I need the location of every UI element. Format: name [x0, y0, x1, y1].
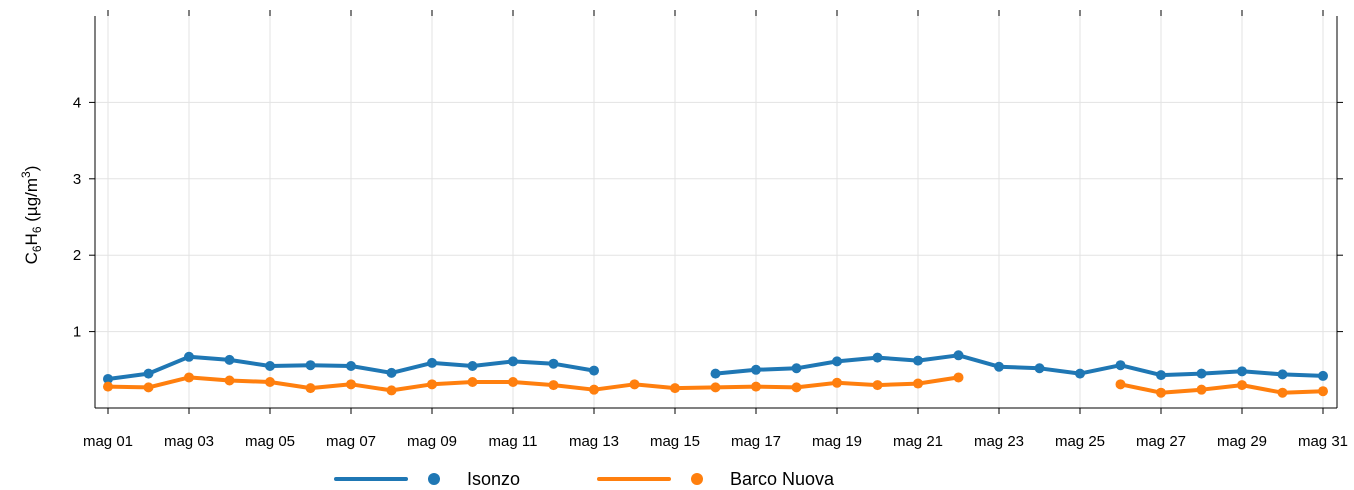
data-point-barco-nuova [791, 382, 802, 393]
data-point-barco-nuova [710, 382, 721, 393]
x-tick-label: mag 23 [974, 433, 1024, 450]
data-point-barco-nuova [548, 380, 559, 391]
axes [89, 10, 1343, 414]
data-point-isonzo [1156, 370, 1166, 381]
data-point-isonzo [791, 363, 802, 374]
data-point-barco-nuova [143, 382, 154, 393]
data-point-isonzo [589, 365, 599, 376]
x-tick-label: mag 13 [569, 433, 619, 450]
x-tick-label: mag 05 [245, 433, 295, 450]
data-point-barco-nuova [629, 379, 640, 390]
x-tick-label: mag 01 [83, 433, 133, 450]
data-point-isonzo [1115, 360, 1126, 371]
series-line-isonzo [713, 353, 1325, 378]
data-point-barco-nuova [751, 381, 761, 392]
y-tick-label: 2 [73, 247, 81, 264]
x-tick-label: mag 25 [1055, 433, 1105, 450]
data-point-isonzo [1196, 368, 1207, 379]
data-point-isonzo [994, 361, 1004, 372]
x-tick-label: mag 03 [164, 433, 214, 450]
data-point-barco-nuova [832, 377, 842, 388]
x-tick-label: mag 19 [812, 433, 862, 450]
data-point-barco-nuova [1196, 384, 1207, 395]
data-point-isonzo [710, 368, 721, 379]
series-layer [103, 350, 1328, 398]
x-tick-label: mag 09 [407, 433, 457, 450]
data-point-isonzo [872, 352, 883, 363]
data-point-isonzo [467, 360, 478, 371]
data-point-isonzo [386, 367, 397, 378]
y-axis-label: C6H6 (µg/m3) [19, 166, 44, 265]
data-point-isonzo [305, 360, 316, 371]
data-point-isonzo [508, 356, 518, 367]
x-tick-label: mag 17 [731, 433, 781, 450]
data-point-isonzo [265, 360, 275, 371]
series-line-barco-nuova [1118, 382, 1325, 395]
data-point-barco-nuova [1237, 380, 1247, 391]
data-point-barco-nuova [386, 385, 397, 396]
x-tick-label: mag 15 [650, 433, 700, 450]
x-tick-label: mag 29 [1217, 433, 1267, 450]
data-point-isonzo [913, 355, 923, 366]
data-point-barco-nuova [346, 379, 356, 390]
data-point-isonzo [953, 350, 964, 361]
x-tick-label: mag 07 [326, 433, 376, 450]
data-point-barco-nuova [1115, 379, 1126, 390]
data-point-barco-nuova [305, 383, 316, 394]
y-tick-label: 3 [73, 171, 81, 188]
data-point-isonzo [224, 354, 235, 365]
x-tick-label: mag 31 [1298, 433, 1348, 450]
grid [95, 16, 1337, 408]
tick-labels: mag 01 mag 03 mag 05 mag 07 mag 09 mag 11 mag … [73, 94, 1348, 450]
data-point-barco-nuova [508, 377, 518, 388]
y-tick-label: 1 [73, 324, 81, 341]
data-point-isonzo [1318, 370, 1328, 381]
data-point-barco-nuova [589, 384, 599, 395]
y-tick-label: 4 [73, 94, 81, 111]
data-point-isonzo [548, 358, 559, 369]
data-point-barco-nuova [467, 377, 478, 388]
data-point-barco-nuova [427, 379, 437, 390]
series-line-barco-nuova [106, 375, 961, 393]
data-point-barco-nuova [953, 372, 964, 383]
data-point-isonzo [751, 364, 761, 375]
data-point-barco-nuova [265, 377, 275, 388]
data-point-isonzo [1075, 368, 1085, 379]
data-point-barco-nuova [1277, 387, 1288, 398]
legend-label-isonzo: Isonzo [467, 469, 520, 489]
data-point-barco-nuova [1156, 387, 1166, 398]
data-point-isonzo [1237, 366, 1247, 377]
data-point-isonzo [832, 356, 842, 367]
data-point-isonzo [184, 351, 194, 362]
data-point-barco-nuova [1318, 386, 1328, 397]
data-point-barco-nuova [224, 375, 235, 386]
data-point-barco-nuova [670, 383, 680, 394]
data-point-barco-nuova [103, 381, 113, 392]
data-point-isonzo [103, 373, 113, 384]
data-point-isonzo [143, 368, 154, 379]
legend-label-barco-nuova: Barco Nuova [730, 469, 835, 489]
legend-marker-barco-nuova [691, 473, 703, 485]
x-tick-label: mag 27 [1136, 433, 1186, 450]
legend-marker-isonzo [428, 473, 440, 485]
x-tick-label: mag 11 [489, 433, 538, 450]
x-tick-label: mag 21 [893, 433, 943, 450]
data-point-barco-nuova [872, 380, 883, 391]
data-point-isonzo [1034, 363, 1045, 374]
data-point-barco-nuova [184, 372, 194, 383]
data-point-isonzo [427, 357, 437, 368]
data-point-isonzo [346, 360, 356, 371]
data-point-barco-nuova [913, 378, 923, 389]
legend: Isonzo Barco Nuova [334, 469, 835, 489]
data-point-isonzo [1277, 369, 1288, 380]
